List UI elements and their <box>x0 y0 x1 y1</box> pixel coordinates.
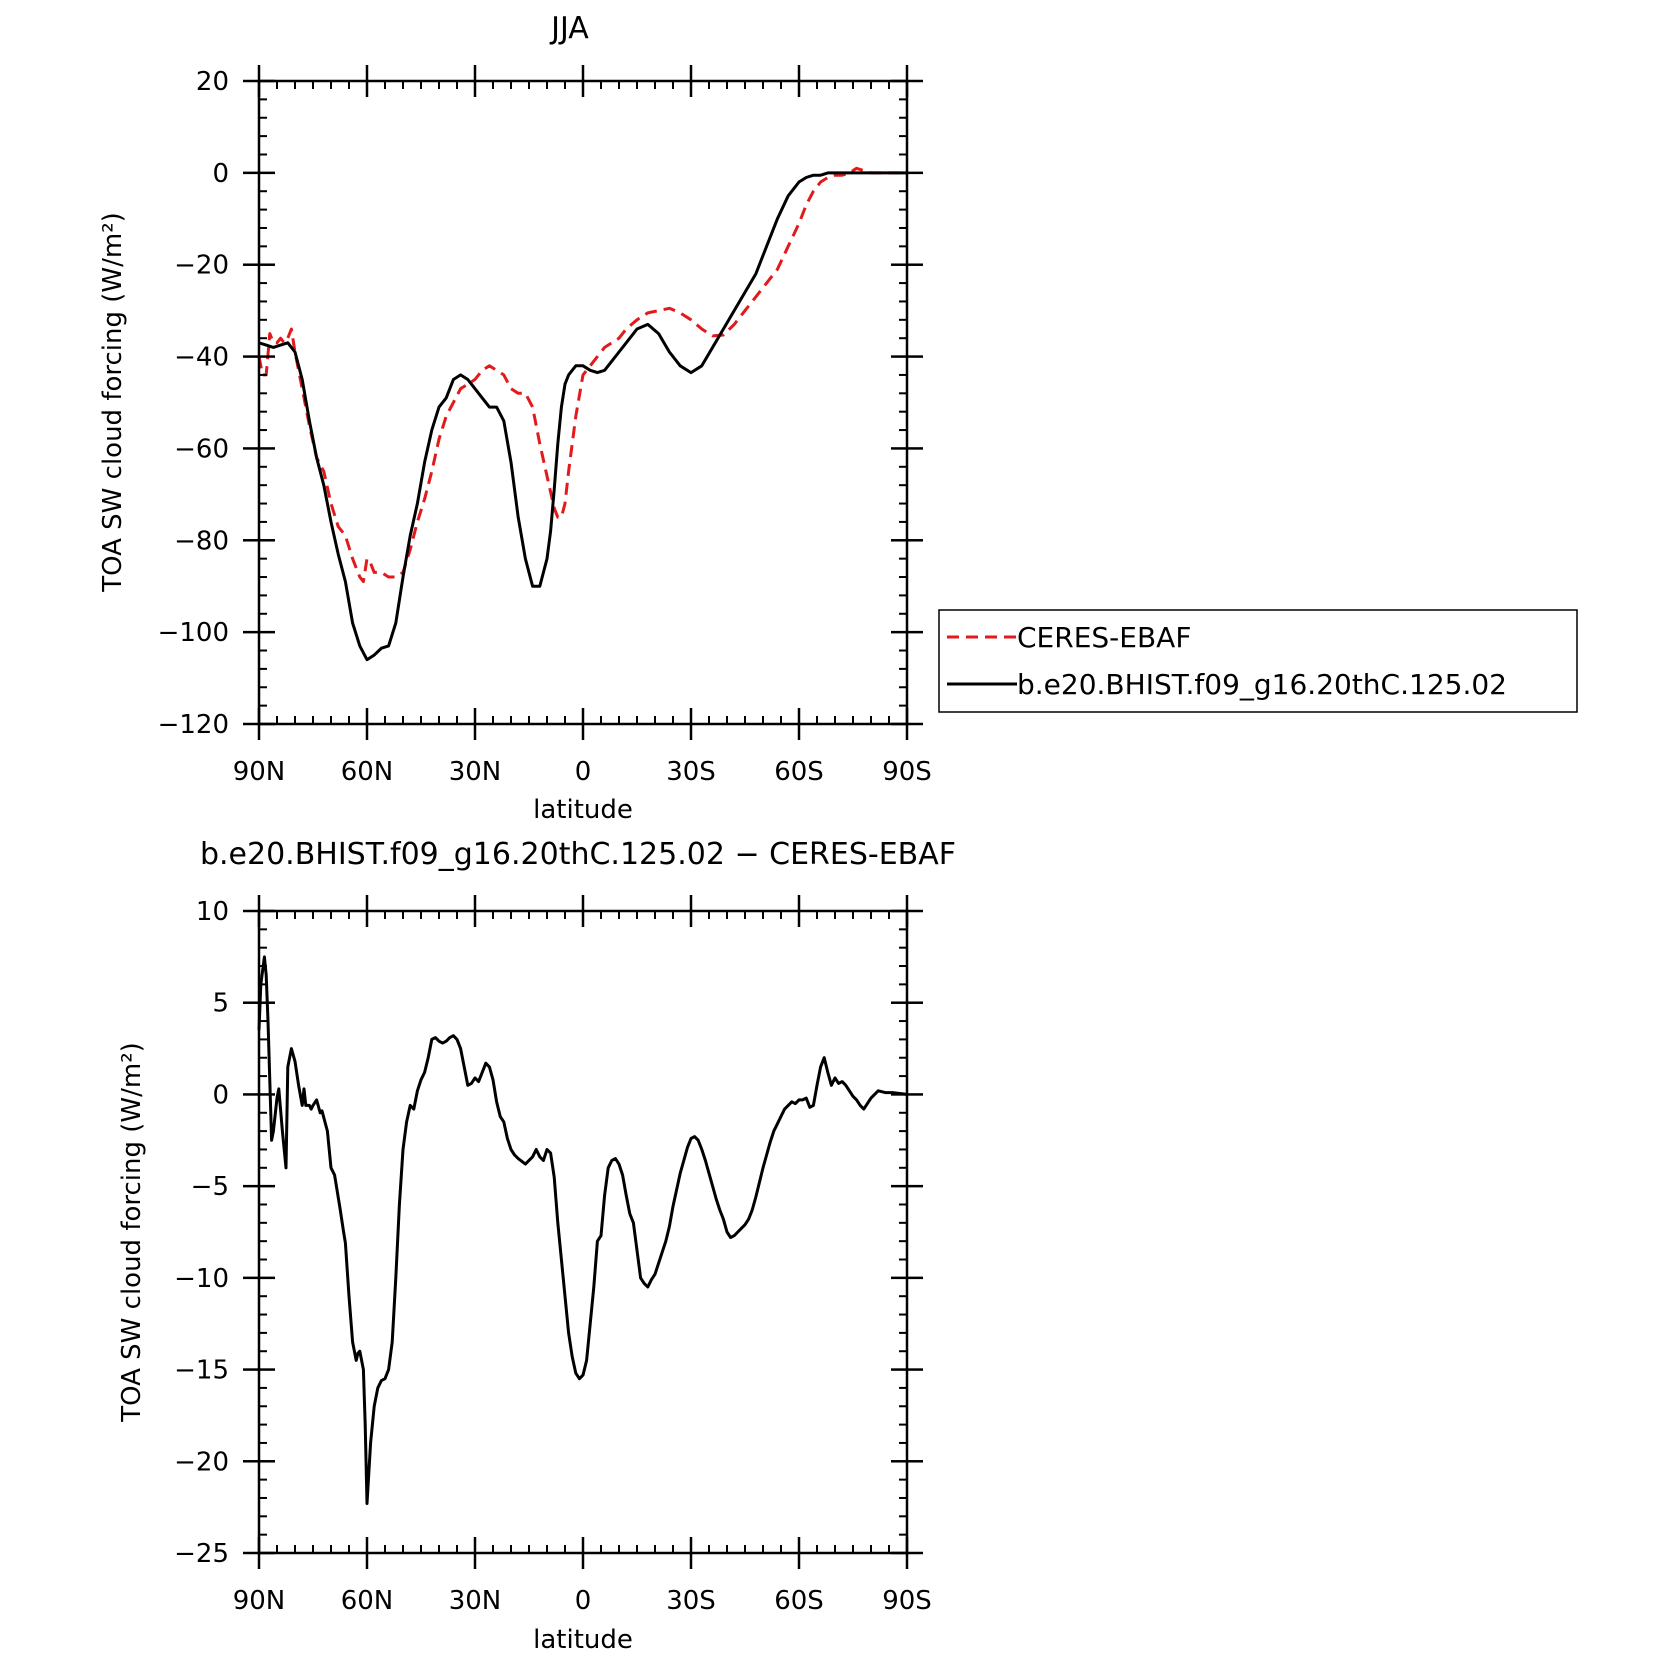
bottom-x-axis-label: latitude <box>533 1625 633 1655</box>
top-y-tick-label: 20 <box>196 67 229 97</box>
top-series-group <box>257 166 907 662</box>
legend: CERES-EBAF b.e20.BHIST.f09_g16.20thC.125… <box>938 609 1578 713</box>
top-x-tick-label: 30N <box>449 757 502 787</box>
legend-label-model: b.e20.BHIST.f09_g16.20thC.125.02 <box>1017 668 1507 701</box>
bottom-x-tick-label: 30N <box>449 1586 502 1616</box>
bottom-y-tick-label: 5 <box>212 989 229 1019</box>
top-y-tick-label: −40 <box>174 343 229 373</box>
top-y-tick-label: 0 <box>212 159 229 189</box>
top-series-line-0 <box>257 166 907 584</box>
bottom-x-tick-label: 60N <box>341 1586 394 1616</box>
bottom-y-tick-label: −25 <box>174 1539 229 1569</box>
bottom-y-tick-label: −10 <box>174 1264 229 1294</box>
bottom-y-axis-label: TOA SW cloud forcing (W/m²) <box>117 1042 147 1423</box>
top-y-tick-label: −20 <box>174 251 229 281</box>
panel-bottom-difference: b.e20.BHIST.f09_g16.20thC.125.02 − CERES… <box>117 837 956 1655</box>
bottom-y-tick-label: −15 <box>174 1356 229 1386</box>
bottom-y-tick-label: 10 <box>196 897 229 927</box>
bottom-x-tick-label: 60S <box>774 1586 824 1616</box>
top-x-tick-label: 0 <box>575 757 592 787</box>
bottom-y-tick-label: −20 <box>174 1447 229 1477</box>
legend-box <box>938 609 1578 713</box>
bottom-y-tick-label: −5 <box>191 1172 229 1202</box>
bottom-x-tick-label: 90S <box>882 1586 932 1616</box>
bottom-series-line-0 <box>257 955 908 1505</box>
top-ticks-group: 90N 60N 30N 0 30S 60S 90S 20 0 −20 −40 −60 −80 −100 −1… <box>158 65 932 787</box>
bottom-x-tick-label: 30S <box>666 1586 716 1616</box>
top-y-tick-label: −60 <box>174 434 229 464</box>
top-y-tick-label: −80 <box>174 526 229 556</box>
bottom-x-tick-label: 90N <box>233 1586 286 1616</box>
top-x-tick-label: 90N <box>233 757 286 787</box>
top-x-axis-label: latitude <box>533 795 633 825</box>
bottom-y-tick-label: 0 <box>212 1080 229 1110</box>
top-x-tick-label: 60N <box>341 757 394 787</box>
bottom-ticks-group: 90N 60N 30N 0 30S 60S 90S 10 5 0 −5 −10 −15 −20 −25 <box>174 895 932 1616</box>
bottom-chart-title: b.e20.BHIST.f09_g16.20thC.125.02 − CERES… <box>200 837 956 872</box>
top-chart-title: JJA <box>549 11 589 46</box>
top-x-tick-label: 60S <box>774 757 824 787</box>
top-y-tick-label: −100 <box>158 618 229 648</box>
top-series-line-1 <box>258 171 907 662</box>
bottom-series-group <box>257 955 908 1505</box>
legend-label-ceres: CERES-EBAF <box>1017 621 1191 654</box>
panel-top-jja: JJA 90N 60N 30N 0 30S 60S 90S 20 0 −20 −40 −60 −80 −1… <box>98 11 1578 825</box>
bottom-x-tick-label: 0 <box>575 1586 592 1616</box>
top-y-tick-label: −120 <box>158 710 229 740</box>
top-y-axis-label: TOA SW cloud forcing (W/m²) <box>98 212 128 593</box>
bottom-plot-frame <box>257 909 909 1555</box>
top-x-tick-label: 90S <box>882 757 932 787</box>
top-x-tick-label: 30S <box>666 757 716 787</box>
